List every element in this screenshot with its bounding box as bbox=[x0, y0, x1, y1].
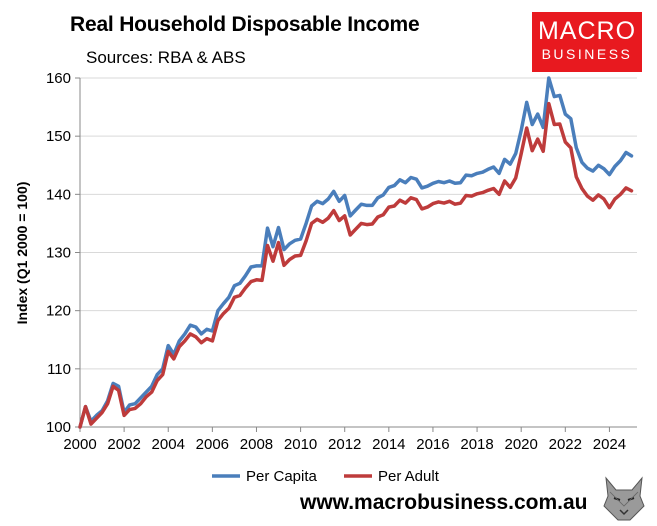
wolf-head-icon bbox=[600, 476, 648, 522]
footer-url[interactable]: www.macrobusiness.com.au bbox=[300, 491, 588, 514]
series-line-per-capita bbox=[78, 76, 634, 429]
axes bbox=[75, 77, 637, 432]
y-tick-label: 110 bbox=[47, 361, 71, 378]
x-tick-label: 2014 bbox=[372, 436, 405, 453]
legend: Per Capita Per Adult bbox=[212, 468, 440, 485]
x-tick-label: 2016 bbox=[416, 436, 449, 453]
y-tick-label: 130 bbox=[46, 245, 71, 262]
chart-subtitle: Sources: RBA & ABS bbox=[86, 48, 246, 67]
y-tick-label: 120 bbox=[46, 303, 71, 320]
x-tick-label: 2018 bbox=[460, 436, 493, 453]
x-tick-label: 2008 bbox=[240, 436, 273, 453]
logo-line-2: BUSINESS bbox=[541, 46, 633, 62]
tick-labels: 100 110 120 130 140 150 160 2000 2002 2004 2006 200… bbox=[46, 70, 626, 453]
y-tick-label: 160 bbox=[46, 70, 71, 87]
x-tick-label: 2022 bbox=[549, 436, 582, 453]
x-tick-label: 2004 bbox=[152, 436, 185, 453]
legend-label: Per Adult bbox=[378, 468, 440, 485]
y-tick-label: 140 bbox=[46, 186, 71, 203]
x-tick-label: 2024 bbox=[593, 436, 626, 453]
y-axis-title: Index (Q1 2000 = 100) bbox=[14, 182, 30, 325]
x-tick-label: 2006 bbox=[196, 436, 229, 453]
x-tick-label: 2002 bbox=[107, 436, 140, 453]
x-tick-label: 2020 bbox=[505, 436, 538, 453]
y-tick-label: 100 bbox=[46, 419, 71, 436]
logo-line-1: MACRO bbox=[537, 17, 637, 45]
gridlines bbox=[80, 77, 637, 370]
macrobusiness-logo[interactable]: MACRO BUSINESS bbox=[532, 12, 642, 72]
y-tick-label: 150 bbox=[46, 128, 71, 145]
x-tick-label: 2010 bbox=[284, 436, 317, 453]
series-line-per-adult bbox=[78, 101, 634, 429]
x-tick-label: 2000 bbox=[63, 436, 96, 453]
series-lines bbox=[78, 76, 634, 429]
legend-label: Per Capita bbox=[246, 468, 318, 485]
chart-title: Real Household Disposable Income bbox=[70, 13, 420, 36]
x-tick-label: 2012 bbox=[328, 436, 361, 453]
